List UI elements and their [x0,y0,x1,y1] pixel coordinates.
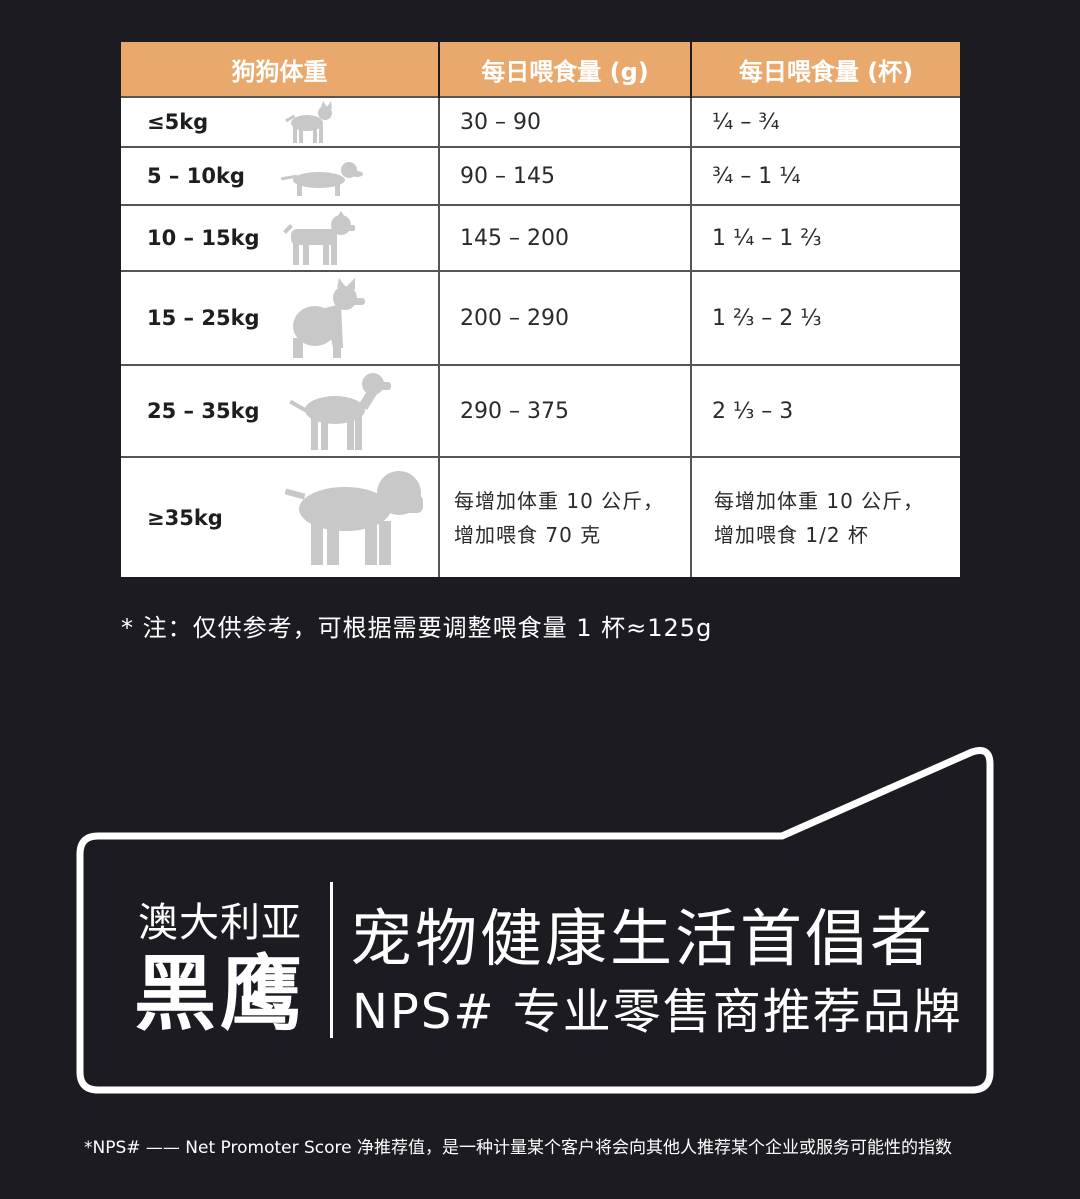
grams-cell: 30 – 90 [438,96,691,147]
weight-label: 10 – 15kg [147,226,260,250]
weight-cell: 5 – 10kg [121,146,439,205]
weight-cell: ≤5kg [121,96,439,147]
brand-region: 澳大利亚 [138,900,302,946]
weight-cell: ≥35kg [121,456,439,577]
dachshund-icon [281,162,363,196]
sitting-dog-icon [293,278,365,358]
header-daily-grams: 每日喂食量 (g) [438,42,691,97]
weight-label: ≤5kg [147,110,209,134]
cups-cell: ¼ – ¾ [690,96,960,147]
table-row: ≤5kg 30 – 90 ¼ – ¾ [121,96,960,147]
nps-footnote: *NPS# —— Net Promoter Score 净推荐值，是一种计量某个… [84,1138,953,1158]
feeding-guide-table: 狗狗体重 每日喂食量 (g) 每日喂食量 (杯) ≤5kg 30 – 90 ¼ … [121,42,960,577]
table-row: 10 – 15kg 145 – 200 1 ¼ – 1 ⅔ [121,204,960,271]
weight-label: 5 – 10kg [147,164,245,188]
cups-cell: 2 ⅓ – 3 [690,364,960,457]
cups-cell: ¾ – 1 ¼ [690,146,960,205]
table-header-row: 狗狗体重 每日喂食量 (g) 每日喂食量 (杯) [121,42,960,97]
feeding-note: * 注：仅供参考，可根据需要调整喂食量 1 杯≈125g [121,614,713,642]
grams-cell: 145 – 200 [438,204,691,271]
cups-cell: 1 ¼ – 1 ⅔ [690,204,960,271]
cups-cell: 1 ⅔ – 2 ⅓ [690,270,960,365]
brand-subslogan: NPS# 专业零售商推荐品牌 [352,984,963,1040]
table-row: ≥35kg 每增加体重 10 公斤， 增加喂食 70 克 每增加体重 10 公斤… [121,456,960,577]
header-dog-weight: 狗狗体重 [121,42,439,97]
grams-cell: 90 – 145 [438,146,691,205]
weight-label: ≥35kg [147,505,223,530]
brand-name: 黑鹰 [133,947,306,1042]
terrier-icon [283,211,355,265]
grams-note-line2: 增加喂食 70 克 [454,522,602,547]
table-row: 15 – 25kg 200 – 290 1 ⅔ – 2 ⅓ [121,270,960,365]
header-daily-cups: 每日喂食量 (杯) [690,42,960,97]
chihuahua-icon [285,101,332,143]
pointer-dog-icon [289,373,391,450]
weight-label: 15 – 25kg [147,306,260,330]
mastiff-icon [285,470,423,565]
table-row: 25 – 35kg 290 – 375 2 ⅓ – 3 [121,364,960,457]
brand-logo: 澳大利亚 黑鹰 [130,890,310,1036]
brand-slogan: 宠物健康生活首倡者 [350,902,936,975]
cups-note-line2: 增加喂食 1/2 杯 [714,522,869,547]
grams-note-cell: 每增加体重 10 公斤， 增加喂食 70 克 [438,456,691,577]
grams-cell: 200 – 290 [438,270,691,365]
weight-cell: 10 – 15kg [121,204,439,271]
cups-note-cell: 每增加体重 10 公斤， 增加喂食 1/2 杯 [690,456,960,577]
grams-cell: 290 – 375 [438,364,691,457]
grams-note-line1: 每增加体重 10 公斤， [454,488,665,513]
brand-divider [330,882,333,1038]
table-row: 5 – 10kg 90 – 145 ¾ – 1 ¼ [121,146,960,205]
cups-note-line1: 每增加体重 10 公斤， [714,488,925,513]
weight-cell: 25 – 35kg [121,364,439,457]
weight-label: 25 – 35kg [147,399,260,423]
weight-cell: 15 – 25kg [121,270,439,365]
